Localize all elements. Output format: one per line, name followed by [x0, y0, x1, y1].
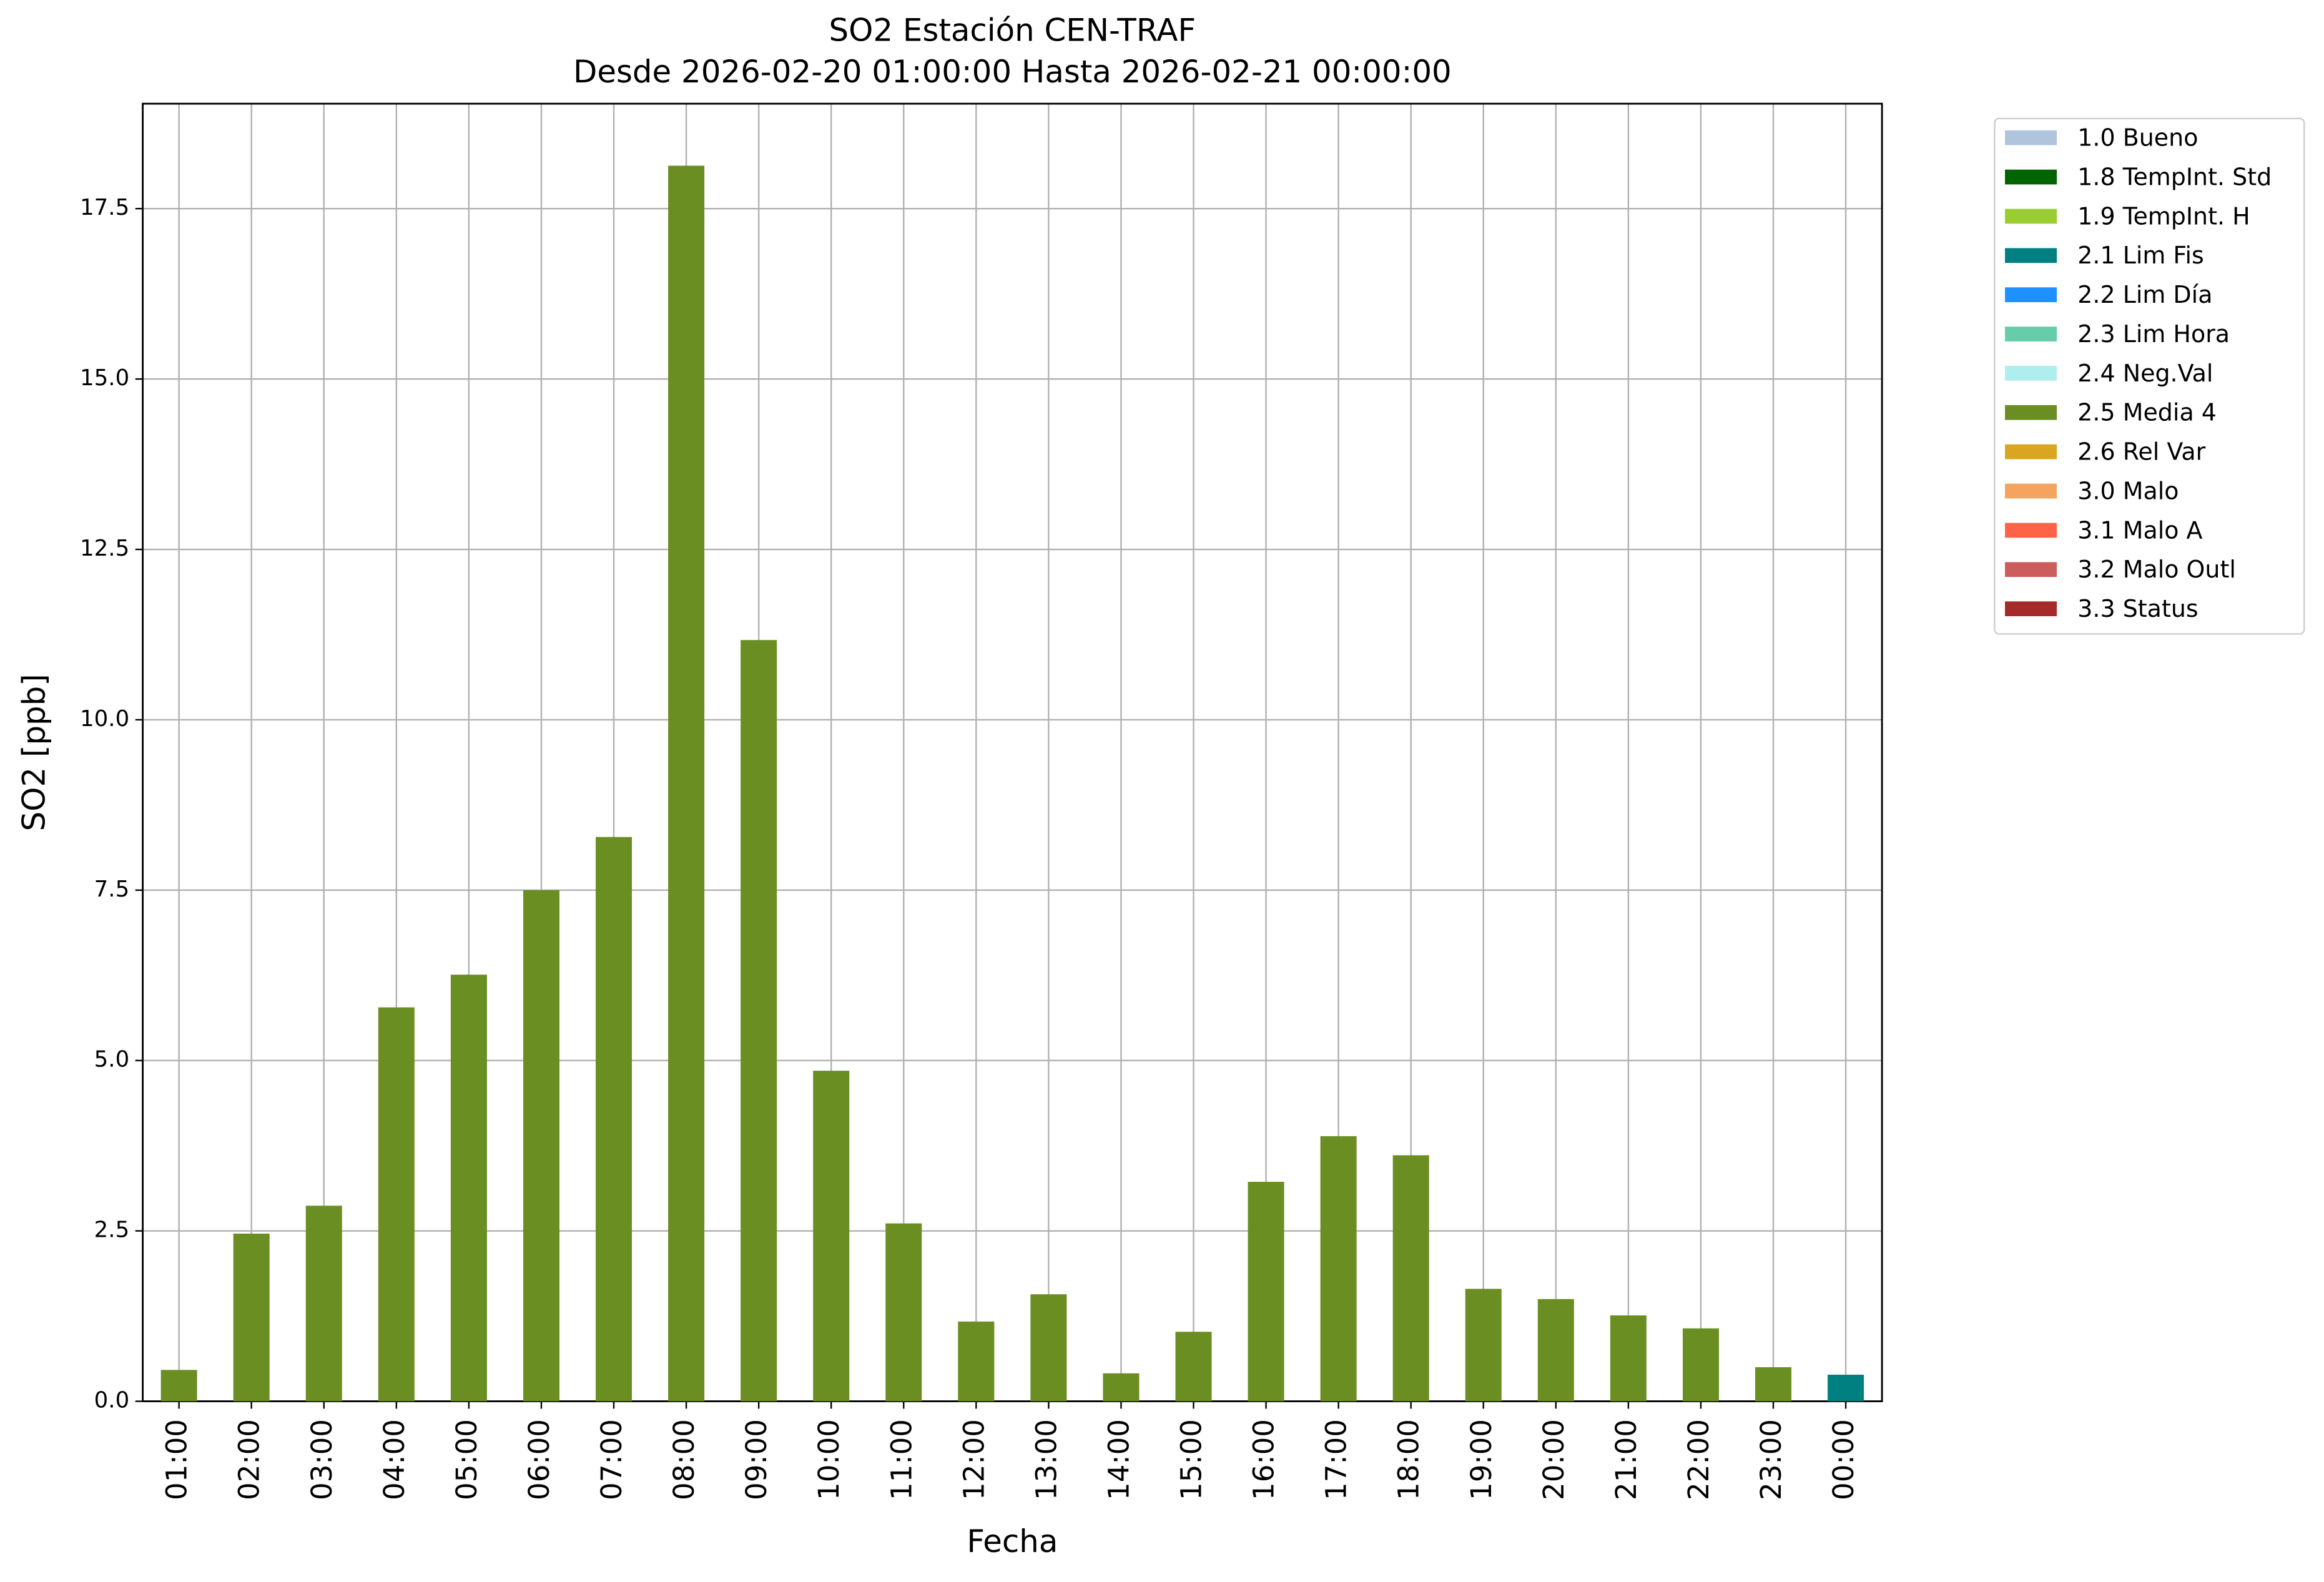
- legend-swatch: [2005, 287, 2057, 303]
- legend-label: 1.0 Bueno: [2077, 124, 2198, 152]
- bar: [741, 640, 777, 1402]
- legend-label: 2.1 Lim Fis: [2077, 242, 2204, 269]
- y-tick-label: 7.5: [94, 877, 130, 902]
- legend-label: 2.5 Media 4: [2077, 399, 2217, 426]
- bar: [378, 1007, 415, 1402]
- legend-label: 2.3 Lim Hora: [2077, 320, 2230, 348]
- x-tick-label: 10:00: [812, 1419, 845, 1500]
- chart-subtitle: Desde 2026-02-20 01:00:00 Hasta 2026-02-…: [573, 54, 1452, 90]
- legend-swatch: [2005, 483, 2057, 499]
- x-tick-label: 09:00: [740, 1419, 773, 1500]
- legend-label: 1.8 TempInt. Std: [2077, 163, 2272, 190]
- x-tick-label: 11:00: [885, 1419, 918, 1500]
- legend-swatch: [2005, 209, 2057, 224]
- bar: [1682, 1328, 1719, 1402]
- legend-box: [1994, 117, 2305, 635]
- legend-swatch: [2005, 601, 2057, 617]
- bar: [1030, 1294, 1067, 1402]
- legend-swatch: [2005, 169, 2057, 185]
- x-axis-label: Fecha: [967, 1523, 1058, 1560]
- bar: [1537, 1299, 1574, 1402]
- x-tick-label: 08:00: [667, 1419, 701, 1500]
- legend-label: 3.1 Malo A: [2077, 516, 2202, 544]
- bar: [668, 165, 705, 1402]
- legend-label: 3.0 Malo: [2077, 477, 2179, 504]
- bar: [1175, 1332, 1212, 1402]
- x-tick-label: 12:00: [957, 1419, 990, 1500]
- bar: [1465, 1289, 1502, 1402]
- x-tick-label: 02:00: [233, 1419, 266, 1500]
- y-tick-label: 12.5: [80, 536, 129, 561]
- legend-swatch: [2005, 523, 2057, 538]
- x-tick-label: 06:00: [523, 1419, 556, 1500]
- y-tick-label: 2.5: [94, 1217, 130, 1243]
- x-tick-label: 01:00: [160, 1419, 194, 1500]
- bar: [1320, 1136, 1357, 1402]
- bar: [305, 1206, 342, 1402]
- y-tick-label: 15.0: [80, 365, 129, 391]
- bar: [885, 1223, 922, 1402]
- legend-swatch: [2005, 562, 2057, 577]
- bar: [160, 1370, 197, 1402]
- axes-frame: [142, 102, 1883, 1402]
- bar: [1248, 1182, 1284, 1402]
- bar: [1103, 1373, 1140, 1402]
- x-tick-label: 16:00: [1248, 1419, 1281, 1500]
- x-tick-label: 13:00: [1030, 1419, 1063, 1500]
- x-tick-label: 17:00: [1320, 1419, 1353, 1500]
- x-tick-label: 18:00: [1392, 1419, 1425, 1500]
- legend-label: 3.3 Status: [2077, 595, 2198, 622]
- x-tick-label: 04:00: [378, 1419, 411, 1500]
- y-tick-label: 0.0: [94, 1388, 130, 1413]
- y-tick-label: 17.5: [80, 195, 129, 220]
- bar: [450, 975, 487, 1402]
- legend-label: 1.9 TempInt. H: [2077, 202, 2250, 230]
- bar: [1610, 1315, 1647, 1402]
- bar: [523, 890, 559, 1402]
- legend-swatch: [2005, 327, 2057, 341]
- chart-title: SO2 Estación CEN-TRAF: [829, 12, 1196, 49]
- x-tick-label: 00:00: [1827, 1419, 1860, 1500]
- y-tick-label: 5.0: [94, 1047, 130, 1073]
- legend-label: 2.2 Lim Día: [2077, 281, 2212, 308]
- legend-label: 3.2 Malo Outl: [2077, 556, 2236, 583]
- bar: [233, 1233, 270, 1402]
- legend-swatch: [2005, 444, 2057, 459]
- x-tick-label: 20:00: [1537, 1419, 1570, 1500]
- x-tick-label: 21:00: [1610, 1419, 1643, 1500]
- bar: [958, 1321, 995, 1402]
- x-tick-label: 22:00: [1682, 1419, 1715, 1500]
- bar: [596, 837, 633, 1402]
- y-tick-label: 10.0: [80, 706, 129, 732]
- x-tick-label: 05:00: [450, 1419, 483, 1500]
- x-tick-label: 03:00: [305, 1419, 338, 1500]
- x-tick-label: 14:00: [1102, 1419, 1135, 1500]
- bar: [1392, 1155, 1429, 1402]
- legend-swatch: [2005, 366, 2057, 381]
- bar: [1755, 1367, 1792, 1402]
- legend-label: 2.4 Neg.Val: [2077, 360, 2213, 387]
- x-tick-label: 23:00: [1755, 1419, 1788, 1500]
- bar: [813, 1071, 850, 1402]
- legend-swatch: [2005, 248, 2057, 263]
- x-tick-label: 19:00: [1465, 1419, 1498, 1500]
- x-tick-label: 07:00: [595, 1419, 628, 1500]
- y-axis-label: SO2 [ppb]: [16, 674, 52, 831]
- legend-label: 2.6 Rel Var: [2077, 438, 2205, 466]
- bar: [1828, 1374, 1864, 1402]
- legend-swatch: [2005, 130, 2057, 145]
- x-tick-label: 15:00: [1175, 1419, 1208, 1500]
- legend-swatch: [2005, 405, 2057, 420]
